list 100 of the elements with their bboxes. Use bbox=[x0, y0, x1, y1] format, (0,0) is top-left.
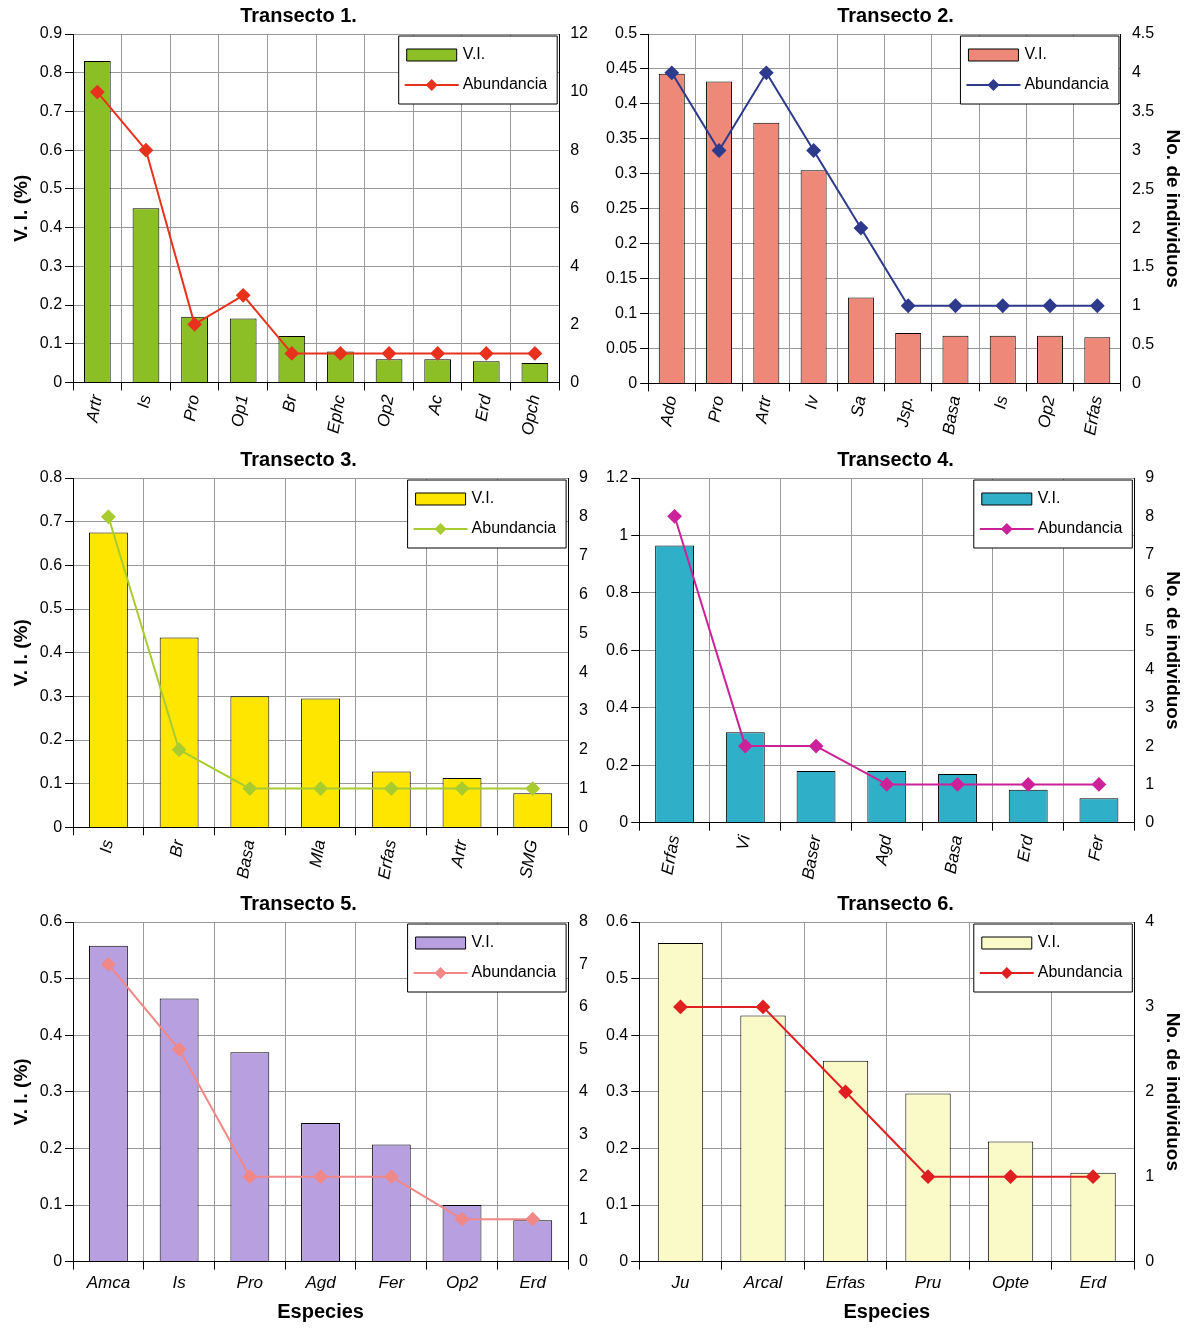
point bbox=[172, 1042, 187, 1057]
legend-label: Abundancia bbox=[1037, 519, 1123, 537]
x-tick-label: Artr bbox=[82, 392, 107, 425]
y2-tick-label: 9 bbox=[1145, 468, 1155, 486]
y-tick-label: 0.2 bbox=[605, 755, 629, 773]
x-tick-label: Op1 bbox=[227, 393, 252, 429]
x-tick-label: Jsp. bbox=[892, 394, 917, 430]
y2-axis-title: No. de individuos bbox=[1163, 571, 1185, 730]
point bbox=[101, 957, 116, 972]
point bbox=[242, 781, 257, 796]
y2-tick-label: 0 bbox=[1145, 813, 1155, 831]
y2-tick-label: 12 bbox=[570, 24, 589, 42]
y2-tick-label: 8 bbox=[579, 507, 589, 525]
point bbox=[242, 1169, 257, 1184]
x-tick-label: Erd bbox=[1013, 833, 1037, 864]
x-tick-label: Sa bbox=[847, 394, 870, 419]
legend-label: V.I. bbox=[471, 933, 495, 951]
y-tick-label: 0.35 bbox=[606, 129, 638, 147]
point bbox=[525, 781, 540, 796]
point bbox=[853, 221, 868, 236]
y2-tick-label: 1 bbox=[1145, 774, 1155, 792]
legend-label: V.I. bbox=[471, 489, 495, 507]
y-tick-label: 0.1 bbox=[39, 334, 63, 352]
x-tick-label: Mla bbox=[305, 838, 330, 869]
y-tick-label: 0.8 bbox=[605, 583, 629, 601]
x-tick-label: Amca bbox=[85, 1272, 131, 1292]
x-axis-title: Especies bbox=[277, 1299, 364, 1322]
y2-axis-title: No. de individuos bbox=[1163, 129, 1185, 288]
y2-tick-label: 7 bbox=[579, 954, 589, 972]
point bbox=[712, 143, 727, 158]
x-tick-label: Agd bbox=[304, 1272, 337, 1292]
point bbox=[667, 509, 682, 524]
y-tick-label: 0.1 bbox=[39, 1195, 63, 1213]
x-tick-label: Is bbox=[133, 392, 155, 410]
point bbox=[756, 999, 771, 1014]
x-tick-label: Fer bbox=[1084, 832, 1108, 863]
y-tick-label: 0.1 bbox=[605, 1195, 629, 1213]
y2-tick-label: 3 bbox=[1145, 997, 1155, 1015]
y-tick-label: 0.2 bbox=[39, 1138, 63, 1156]
y-tick-label: 0.8 bbox=[39, 63, 63, 81]
legend-label: Abundancia bbox=[1037, 963, 1123, 981]
y-axis-title: V. I. (%) bbox=[9, 619, 31, 687]
y-tick-label: 0.5 bbox=[614, 24, 638, 42]
chart-title: Transecto 6. bbox=[837, 891, 954, 914]
y-tick-label: 0 bbox=[53, 372, 63, 390]
x-tick-label: Ado bbox=[656, 394, 681, 429]
y2-tick-label: 1 bbox=[579, 1209, 589, 1227]
y-tick-label: 0.5 bbox=[39, 969, 63, 987]
x-tick-label: Pro bbox=[236, 1272, 264, 1292]
point bbox=[101, 509, 116, 524]
y-tick-label: 0.5 bbox=[39, 599, 63, 617]
x-tick-label: Iv bbox=[801, 392, 823, 411]
x-tick-label: Is bbox=[96, 837, 118, 855]
legend-label: V.I. bbox=[1037, 489, 1061, 507]
y2-tick-label: 0 bbox=[1131, 373, 1141, 391]
point bbox=[948, 298, 963, 313]
x-tick-label: Erfas bbox=[1080, 393, 1106, 437]
y2-tick-label: 3 bbox=[579, 701, 589, 719]
y-tick-label: 0 bbox=[619, 813, 629, 831]
x-tick-label: Baser bbox=[798, 832, 825, 881]
point bbox=[313, 781, 328, 796]
y2-tick-label: 0 bbox=[1145, 1252, 1155, 1270]
y2-tick-label: 8 bbox=[570, 140, 580, 158]
y2-tick-label: 4.5 bbox=[1131, 24, 1155, 42]
y2-tick-label: 1 bbox=[579, 778, 589, 796]
y-tick-label: 0.7 bbox=[39, 512, 63, 530]
point bbox=[527, 346, 542, 361]
y-tick-label: 0.3 bbox=[614, 164, 638, 182]
point bbox=[673, 999, 688, 1014]
legend-label: Abundancia bbox=[462, 75, 548, 93]
point bbox=[384, 781, 399, 796]
y2-tick-label: 9 bbox=[579, 468, 589, 486]
y2-tick-label: 1.5 bbox=[1131, 257, 1155, 275]
x-tick-label: Ju bbox=[670, 1272, 691, 1292]
x-tick-label: Erd bbox=[519, 1272, 547, 1292]
y2-tick-label: 3 bbox=[1145, 698, 1155, 716]
point bbox=[187, 317, 202, 332]
x-axis-title: Especies bbox=[843, 1299, 931, 1322]
point bbox=[879, 777, 894, 792]
point bbox=[838, 1084, 853, 1099]
legend-label: Abundancia bbox=[471, 519, 557, 537]
x-tick-label: Is bbox=[990, 393, 1012, 411]
y-tick-label: 0.1 bbox=[39, 774, 63, 792]
point bbox=[430, 346, 445, 361]
point bbox=[172, 742, 187, 757]
point bbox=[333, 346, 348, 361]
x-tick-label: Ephc bbox=[323, 392, 350, 435]
y-tick-label: 0.2 bbox=[605, 1138, 629, 1156]
chart-title: Transecto 3. bbox=[240, 447, 357, 470]
x-tick-label: Fer bbox=[378, 1272, 406, 1292]
y2-tick-label: 5 bbox=[1145, 621, 1155, 639]
y2-tick-label: 7 bbox=[1145, 545, 1155, 563]
y-tick-label: 0.15 bbox=[606, 268, 638, 286]
x-tick-label: Artr bbox=[446, 837, 471, 870]
x-tick-label: Erfas bbox=[374, 837, 400, 881]
y-tick-label: 0.05 bbox=[606, 338, 638, 356]
point bbox=[664, 65, 679, 80]
y-tick-label: 0.3 bbox=[605, 1082, 629, 1100]
y-tick-label: 0.45 bbox=[606, 59, 638, 77]
y-tick-label: 0.7 bbox=[39, 101, 63, 119]
